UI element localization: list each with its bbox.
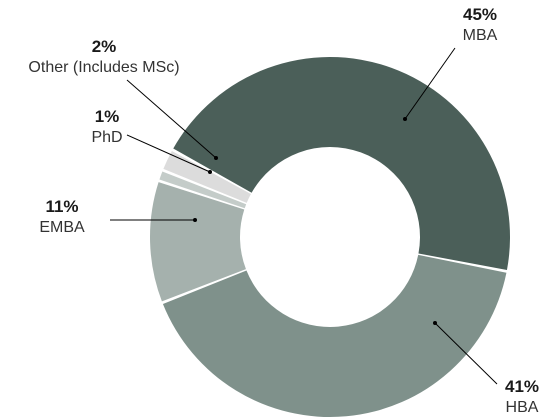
percent-label-other-includes-msc: 2% [92, 37, 117, 56]
slice-labels: 45% MBA 41% HBA 11% EMBA 1% PhD 2% Other (Include… [28, 5, 539, 416]
percent-label-mba: 45% [463, 5, 497, 24]
slice-phd [159, 171, 247, 209]
leader-line-hba [434, 322, 498, 385]
slice-mba [173, 56, 511, 270]
leader-line-mba [404, 47, 456, 120]
leader-dot-emba [193, 218, 197, 222]
leader-line-phd [126, 134, 211, 173]
donut-slices [150, 56, 511, 418]
category-label-emba: EMBA [39, 219, 85, 236]
slice-emba [150, 182, 246, 302]
leader-dot-phd [208, 170, 212, 174]
category-label-other-includes-msc: Other (Includes MSc) [28, 59, 179, 76]
percent-label-phd: 1% [95, 107, 120, 126]
category-label-phd: PhD [91, 129, 122, 146]
category-label-mba: MBA [463, 27, 498, 44]
slice-other-includes-msc [163, 150, 251, 203]
leader-dot-mba [403, 117, 407, 121]
percent-label-emba: 11% [45, 197, 78, 216]
leader-dot-other-includes-msc [214, 156, 218, 160]
leader-line-other-includes-msc [126, 79, 217, 159]
percent-label-hba: 41% [505, 377, 539, 396]
leader-dot-hba [433, 321, 437, 325]
category-label-hba: HBA [506, 399, 539, 416]
slice-hba [162, 254, 507, 418]
leader-lines [110, 47, 498, 385]
